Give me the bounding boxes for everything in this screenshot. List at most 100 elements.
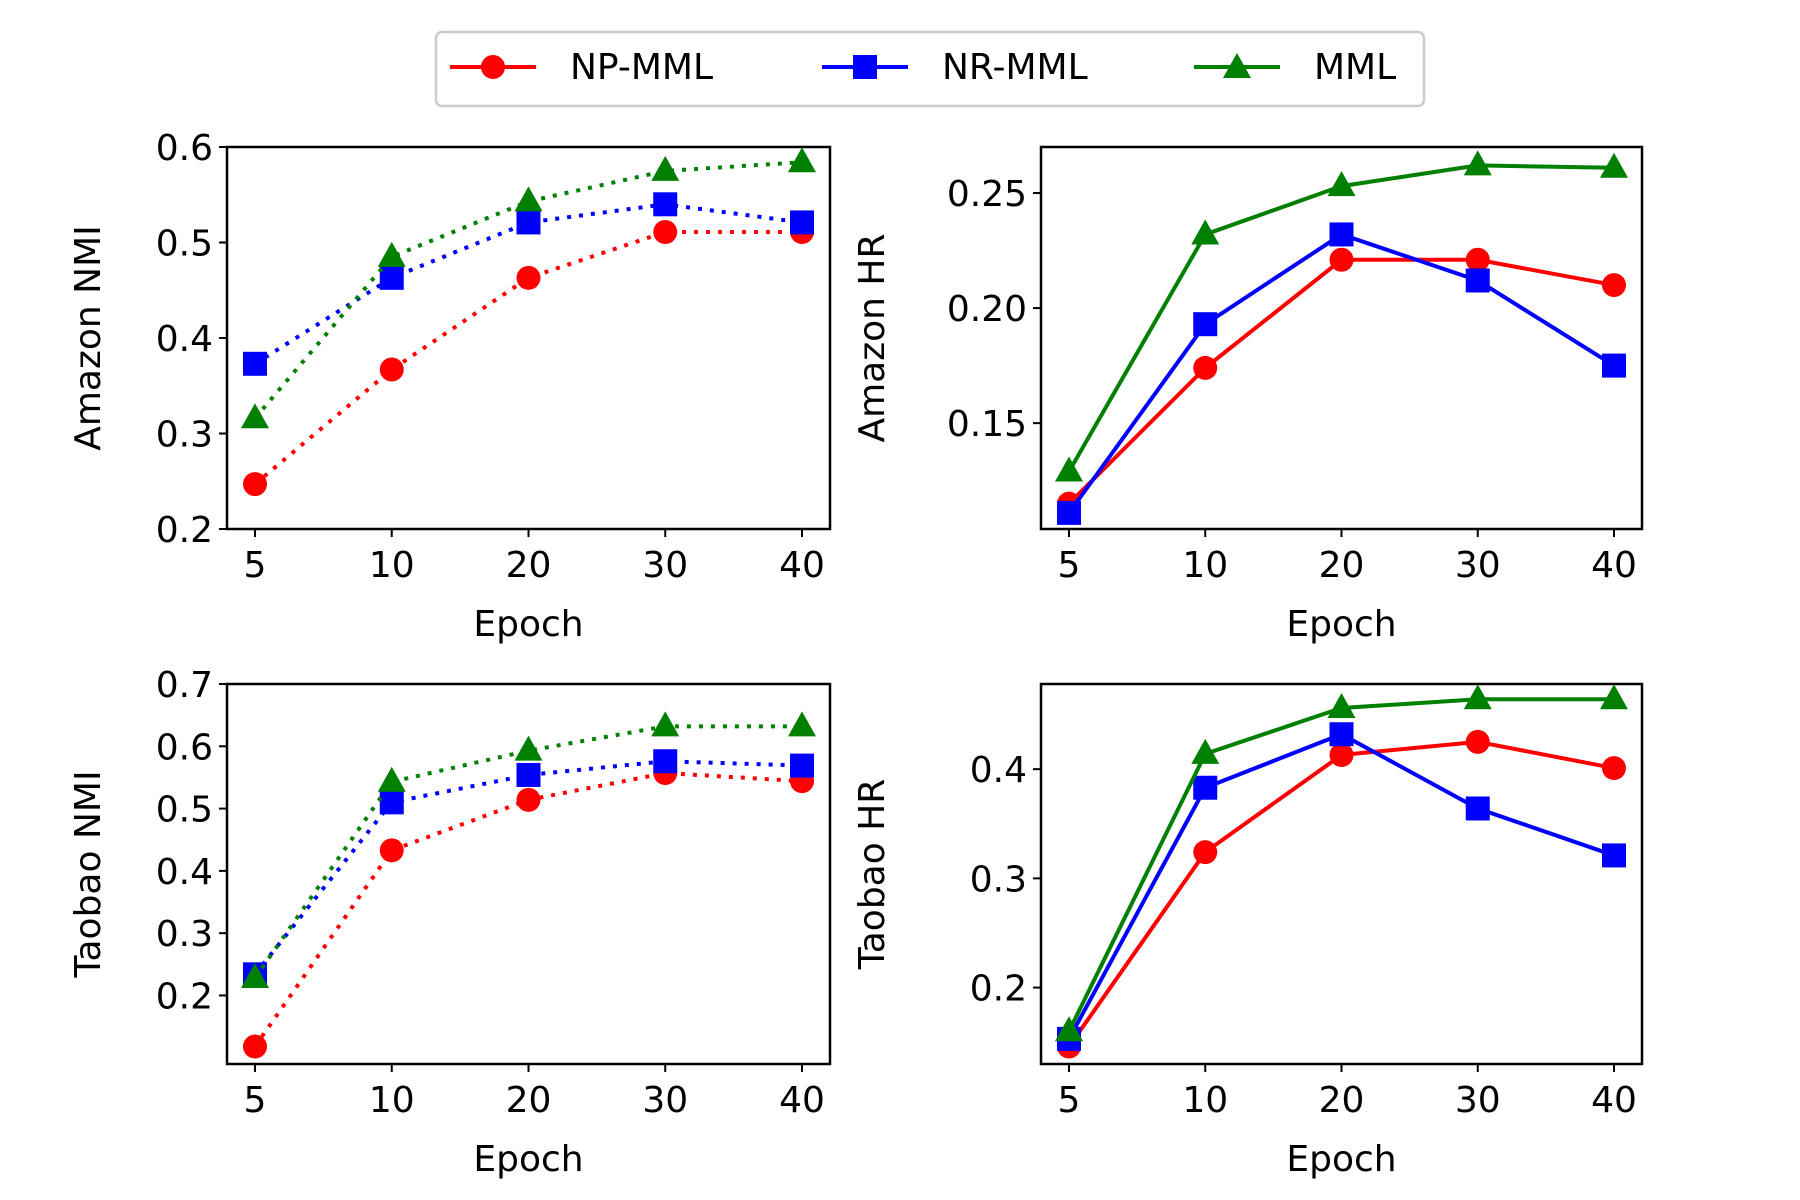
legend-label-nr-mml: NR-MML <box>942 47 1088 88</box>
data-point-np-mml <box>243 472 267 497</box>
square-marker-icon <box>853 55 877 79</box>
y-tick-label: 0.5 <box>156 790 213 831</box>
y-tick-label: 0.2 <box>156 976 213 1017</box>
x-tick-label: 20 <box>1319 1080 1365 1121</box>
x-tick-label: 10 <box>369 545 415 586</box>
y-tick-label: 0.3 <box>156 415 213 456</box>
data-point-mml <box>1191 738 1220 764</box>
data-point-np-mml <box>379 357 404 382</box>
data-point-nr-mml <box>379 265 404 290</box>
triangle-marker-icon <box>1223 53 1251 78</box>
panel-amazon-hr: 5 10 20 30 40 0.15 0.20 0.25 Epoch Amazon HR <box>852 145 1644 645</box>
data-point-np-mml <box>1602 273 1626 298</box>
data-point-nr-mml <box>1057 500 1081 525</box>
data-point-mml <box>1600 684 1628 710</box>
x-tick-label: 40 <box>1591 1080 1637 1121</box>
x-axis-label: Epoch <box>473 604 583 645</box>
data-point-mml <box>651 155 680 181</box>
data-point-nr-mml <box>1465 268 1490 293</box>
data-point-np-mml <box>1193 840 1218 865</box>
series-line-nr-mml <box>253 759 803 976</box>
series-line-np-mml <box>1067 257 1615 506</box>
panel-amazon-nmi: 5 10 20 30 40 0.2 0.3 0.4 0.5 0.6 Epoch Amazon NMI <box>68 128 832 645</box>
panel-taobao-hr: 5 10 20 30 40 0.2 0.3 0.4 Epoch Taobao HR <box>852 682 1644 1180</box>
data-point-np-mml <box>1329 742 1354 767</box>
series-line-np-mml <box>253 771 803 1048</box>
data-point-mml <box>788 711 816 737</box>
x-axis-label: Epoch <box>1286 604 1396 645</box>
data-point-np-mml <box>1193 355 1218 380</box>
x-tick-label: 20 <box>506 545 552 586</box>
y-tick-label: 0.4 <box>156 852 213 893</box>
data-point-mml <box>241 403 269 429</box>
data-point-mml <box>1600 152 1628 178</box>
data-point-mml <box>241 963 269 989</box>
data-point-mml <box>1327 171 1356 197</box>
data-point-nr-mml <box>516 762 541 787</box>
y-tick-label: 0.6 <box>156 128 213 169</box>
data-point-nr-mml <box>1329 222 1354 247</box>
data-point-mml <box>1055 1016 1083 1042</box>
y-axis-label: Taobao HR <box>852 779 893 971</box>
data-point-nr-mml <box>243 351 267 376</box>
x-tick-label: 20 <box>506 1080 552 1121</box>
legend-label-mml: MML <box>1314 47 1396 88</box>
series-line-np-mml <box>1067 739 1615 1048</box>
data-point-np-mml <box>516 265 541 290</box>
x-tick-label: 10 <box>1182 1080 1228 1121</box>
data-point-np-mml <box>1465 729 1490 754</box>
x-tick-label: 40 <box>779 545 825 586</box>
legend-entry-nr-mml: NR-MML <box>822 47 1088 88</box>
y-tick-label: 0.7 <box>156 665 213 706</box>
y-tick-label: 0.3 <box>156 914 213 955</box>
data-point-mml <box>1055 456 1083 482</box>
y-tick-label: 0.25 <box>947 174 1027 215</box>
data-point-nr-mml <box>379 790 404 815</box>
legend-entry-np-mml: NP-MML <box>450 47 713 88</box>
y-axis-label: Amazon NMI <box>68 225 109 451</box>
data-point-mml <box>1327 693 1356 719</box>
data-point-mml <box>514 186 543 212</box>
x-tick-label: 10 <box>369 1080 415 1121</box>
data-point-np-mml <box>379 838 404 863</box>
y-tick-label: 0.2 <box>156 510 213 551</box>
x-tick-label: 5 <box>1058 1080 1081 1121</box>
data-point-nr-mml <box>653 749 678 774</box>
data-point-nr-mml <box>516 210 541 235</box>
series-line-nr-mml <box>1067 732 1615 1040</box>
x-tick-label: 30 <box>642 545 688 586</box>
data-point-nr-mml <box>790 210 814 235</box>
series-line-nr-mml <box>253 202 803 366</box>
series-line-mml <box>1067 163 1615 473</box>
data-point-np-mml <box>516 787 541 812</box>
x-tick-label: 5 <box>244 1080 267 1121</box>
legend: NP-MML NR-MML MML <box>434 30 1426 108</box>
data-point-nr-mml <box>1193 775 1218 800</box>
data-point-nr-mml <box>1602 843 1626 868</box>
legend-entry-mml: MML <box>1194 47 1396 88</box>
y-tick-label: 0.5 <box>156 224 213 265</box>
y-axis-label: Amazon HR <box>852 233 893 442</box>
x-tick-label: 20 <box>1319 545 1365 586</box>
data-point-mml <box>377 241 406 267</box>
y-tick-label: 0.4 <box>156 319 213 360</box>
data-point-mml <box>1463 150 1492 176</box>
data-point-mml <box>1463 684 1492 710</box>
data-point-np-mml <box>1329 247 1354 272</box>
x-tick-label: 40 <box>779 1080 825 1121</box>
x-tick-label: 30 <box>1455 545 1501 586</box>
data-point-np-mml <box>243 1034 267 1059</box>
y-axis-label: Taobao NMI <box>68 770 109 978</box>
data-point-np-mml <box>653 219 678 244</box>
x-tick-label: 30 <box>1455 1080 1501 1121</box>
data-point-mml <box>514 735 543 761</box>
y-tick-label: 0.3 <box>970 859 1027 900</box>
y-tick-label: 0.15 <box>947 404 1027 445</box>
data-point-np-mml <box>1465 247 1490 272</box>
x-tick-label: 5 <box>244 545 267 586</box>
data-point-nr-mml <box>653 192 678 217</box>
data-point-mml <box>377 766 406 792</box>
panel-taobao-nmi: 5 10 20 30 40 0.2 0.3 0.4 0.5 0.6 0.7 Epoch Taobao N… <box>68 665 832 1180</box>
data-point-mml <box>1191 219 1220 245</box>
